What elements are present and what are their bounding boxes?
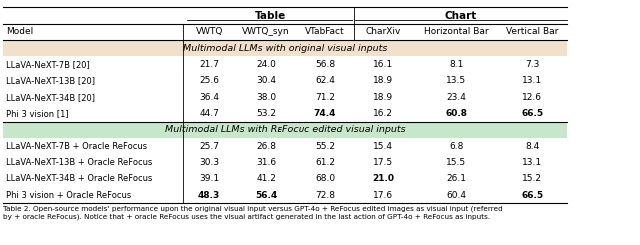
Text: 56.8: 56.8 bbox=[315, 60, 335, 69]
Text: 62.4: 62.4 bbox=[315, 76, 335, 85]
Text: 60.4: 60.4 bbox=[446, 191, 467, 200]
Text: Chart: Chart bbox=[444, 11, 477, 21]
Text: 18.9: 18.9 bbox=[373, 93, 394, 102]
Text: 44.7: 44.7 bbox=[199, 109, 219, 118]
Text: 26.8: 26.8 bbox=[256, 142, 276, 151]
Text: Horizontal Bar: Horizontal Bar bbox=[424, 27, 488, 36]
Text: 53.2: 53.2 bbox=[256, 109, 276, 118]
Text: Vertical Bar: Vertical Bar bbox=[506, 27, 559, 36]
Text: 48.3: 48.3 bbox=[198, 191, 220, 200]
Text: 66.5: 66.5 bbox=[522, 191, 543, 200]
Text: 24.0: 24.0 bbox=[256, 60, 276, 69]
Text: 72.8: 72.8 bbox=[315, 191, 335, 200]
Text: Multimodal LLMs with original visual inputs: Multimodal LLMs with original visual inp… bbox=[183, 44, 387, 53]
Text: 15.5: 15.5 bbox=[446, 158, 467, 167]
Text: 38.0: 38.0 bbox=[256, 93, 276, 102]
Text: 13.1: 13.1 bbox=[522, 76, 543, 85]
Text: 74.4: 74.4 bbox=[314, 109, 337, 118]
Text: 21.0: 21.0 bbox=[372, 174, 394, 183]
Text: Phi 3 vision [1]: Phi 3 vision [1] bbox=[6, 109, 69, 118]
Text: 55.2: 55.2 bbox=[315, 142, 335, 151]
Text: LLaVA-NeXT-13B [20]: LLaVA-NeXT-13B [20] bbox=[6, 76, 95, 85]
Text: LLaVA-NeXT-34B [20]: LLaVA-NeXT-34B [20] bbox=[6, 93, 95, 102]
Text: 15.4: 15.4 bbox=[373, 142, 394, 151]
Text: VTabFact: VTabFact bbox=[305, 27, 345, 36]
Text: Table 2. Open-source models' performance upon the original visual input versus G: Table 2. Open-source models' performance… bbox=[3, 206, 503, 220]
Text: 18.9: 18.9 bbox=[373, 76, 394, 85]
Text: 13.5: 13.5 bbox=[446, 76, 467, 85]
Text: 30.4: 30.4 bbox=[256, 76, 276, 85]
Text: 8.1: 8.1 bbox=[449, 60, 463, 69]
Text: 7.3: 7.3 bbox=[525, 60, 540, 69]
Text: 31.6: 31.6 bbox=[256, 158, 276, 167]
Text: 61.2: 61.2 bbox=[315, 158, 335, 167]
Text: 68.0: 68.0 bbox=[315, 174, 335, 183]
Text: 16.2: 16.2 bbox=[373, 109, 394, 118]
Text: 12.6: 12.6 bbox=[522, 93, 542, 102]
Text: 39.1: 39.1 bbox=[199, 174, 220, 183]
Text: VWTQ: VWTQ bbox=[195, 27, 223, 36]
Text: Multimodal LLMs with RᴇFᴏᴄᴜᴄ edited visual inputs: Multimodal LLMs with RᴇFᴏᴄᴜᴄ edited visu… bbox=[165, 125, 406, 134]
Bar bbox=[3, 122, 567, 138]
Text: LLaVA-NeXT-7B + Oracle ReFocus: LLaVA-NeXT-7B + Oracle ReFocus bbox=[6, 142, 147, 151]
Text: Table: Table bbox=[255, 11, 286, 21]
Text: 71.2: 71.2 bbox=[315, 93, 335, 102]
Text: 6.8: 6.8 bbox=[449, 142, 463, 151]
Text: LLaVA-NeXT-13B + Oracle ReFocus: LLaVA-NeXT-13B + Oracle ReFocus bbox=[6, 158, 153, 167]
Text: 25.6: 25.6 bbox=[199, 76, 219, 85]
Text: 17.6: 17.6 bbox=[373, 191, 394, 200]
Text: 60.8: 60.8 bbox=[445, 109, 467, 118]
Text: VWTQ_syn: VWTQ_syn bbox=[243, 27, 290, 36]
Text: 36.4: 36.4 bbox=[199, 93, 219, 102]
Text: 41.2: 41.2 bbox=[256, 174, 276, 183]
Text: 56.4: 56.4 bbox=[255, 191, 277, 200]
Text: 17.5: 17.5 bbox=[373, 158, 394, 167]
Bar bbox=[3, 40, 567, 56]
Text: 8.4: 8.4 bbox=[525, 142, 540, 151]
Text: 15.2: 15.2 bbox=[522, 174, 542, 183]
Text: 25.7: 25.7 bbox=[199, 142, 219, 151]
Text: LLaVA-NeXT-34B + Oracle ReFocus: LLaVA-NeXT-34B + Oracle ReFocus bbox=[6, 174, 153, 183]
Text: 30.3: 30.3 bbox=[199, 158, 220, 167]
Text: 21.7: 21.7 bbox=[199, 60, 219, 69]
Text: 13.1: 13.1 bbox=[522, 158, 543, 167]
Text: 23.4: 23.4 bbox=[446, 93, 467, 102]
Text: 66.5: 66.5 bbox=[522, 109, 543, 118]
Text: 16.1: 16.1 bbox=[373, 60, 394, 69]
Text: CharXiv: CharXiv bbox=[365, 27, 401, 36]
Text: Phi 3 vision + Oracle ReFocus: Phi 3 vision + Oracle ReFocus bbox=[6, 191, 132, 200]
Text: Model: Model bbox=[6, 27, 33, 36]
Text: LLaVA-NeXT-7B [20]: LLaVA-NeXT-7B [20] bbox=[6, 60, 90, 69]
Text: 26.1: 26.1 bbox=[446, 174, 467, 183]
